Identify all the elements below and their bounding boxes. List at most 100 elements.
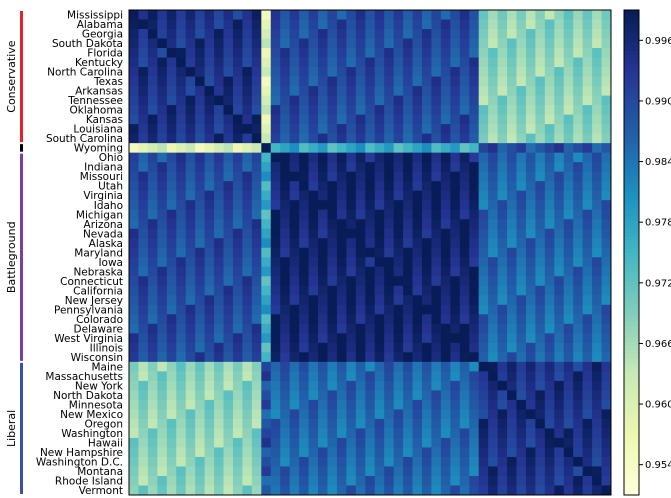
heatmap-cell (280, 390, 291, 401)
heatmap-cell (497, 428, 508, 439)
heatmap-cell (393, 171, 404, 182)
heatmap-cell (478, 437, 489, 448)
heatmap-cell (421, 390, 432, 401)
heatmap-cell (166, 399, 177, 410)
heatmap-cell (242, 285, 253, 296)
heatmap-cell (214, 200, 224, 211)
heatmap-cell (318, 190, 328, 201)
heatmap-cell (308, 475, 319, 486)
heatmap-cell (478, 67, 489, 77)
heatmap-cell (280, 257, 291, 268)
heatmap-cell (563, 304, 574, 315)
heatmap-cell (214, 48, 224, 58)
heatmap-cell (270, 304, 281, 315)
heatmap-cell (554, 143, 565, 154)
heatmap-cell (223, 257, 234, 268)
heatmap-cell (327, 38, 338, 49)
heatmap-cell (459, 333, 470, 344)
heatmap-cell (261, 190, 272, 201)
heatmap-cell (138, 190, 149, 201)
heatmap-cell (308, 390, 319, 401)
heatmap-cell (232, 276, 243, 287)
heatmap-cell (440, 304, 451, 315)
heatmap-cell (535, 390, 546, 401)
heatmap-cell (176, 10, 187, 20)
heatmap-cell (214, 409, 224, 420)
heatmap-cell (318, 428, 328, 439)
heatmap-cell (488, 238, 498, 249)
heatmap-cell (365, 114, 376, 125)
heatmap-cell (232, 105, 243, 116)
heatmap-cell (393, 380, 404, 391)
heatmap-cell (450, 67, 461, 77)
heatmap-cell (336, 371, 347, 382)
heatmap-cell (318, 48, 328, 58)
heatmap-cell (431, 143, 442, 154)
heatmap-cell (223, 447, 234, 458)
heatmap-cell (327, 114, 338, 125)
heatmap-cell (242, 57, 253, 68)
colorbar-step (624, 430, 639, 435)
heatmap-cell (393, 133, 404, 144)
heatmap-cell (384, 399, 395, 410)
heatmap-cell (431, 257, 442, 268)
heatmap-cell (403, 228, 413, 239)
heatmap-cell (318, 456, 328, 467)
heatmap-cell (516, 67, 527, 77)
heatmap-cell (554, 19, 565, 30)
heatmap-cell (308, 276, 319, 287)
heatmap-cell (176, 352, 187, 363)
heatmap-cell (195, 314, 206, 325)
heatmap-cell (147, 209, 158, 220)
heatmap-cell (421, 399, 432, 410)
heatmap-cell (270, 285, 281, 296)
heatmap-cell (440, 276, 451, 287)
heatmap-cell (601, 86, 612, 96)
heatmap-cell (573, 361, 584, 372)
heatmap-cell (440, 475, 451, 486)
heatmap-cell (497, 323, 508, 334)
heatmap-cell (592, 105, 602, 116)
heatmap-cell (431, 428, 442, 439)
heatmap-cell (232, 437, 243, 448)
heatmap-cell (147, 333, 158, 344)
heatmap-cell (601, 285, 612, 296)
heatmap-cell (440, 86, 451, 96)
colorbar-step (624, 123, 639, 128)
heatmap-cell (346, 475, 357, 486)
heatmap-cell (478, 323, 489, 334)
heatmap-cell (525, 428, 536, 439)
colorbar-step (624, 482, 639, 488)
heatmap-cell (166, 171, 177, 182)
colorbar-step (624, 434, 639, 439)
heatmap-cell (563, 200, 574, 211)
heatmap-cell (223, 238, 234, 249)
heatmap-cell (450, 352, 461, 363)
heatmap-cell (535, 228, 546, 239)
heatmap-cell (308, 38, 319, 49)
heatmap-cell (507, 162, 517, 173)
heatmap-cell (469, 428, 480, 439)
heatmap-cell (308, 209, 319, 220)
heatmap-cell (355, 10, 366, 20)
colorbar-step (624, 296, 639, 302)
heatmap-cell (308, 428, 319, 439)
heatmap-cell (195, 10, 206, 20)
heatmap-cell (365, 466, 376, 477)
heatmap-cell (232, 133, 243, 144)
heatmap-cell (592, 200, 602, 211)
heatmap-cell (308, 105, 319, 116)
heatmap-cell (214, 143, 224, 154)
colorbar-step (624, 353, 639, 359)
heatmap-cell (214, 209, 224, 220)
heatmap-cell (204, 247, 215, 258)
heatmap-cell (582, 19, 593, 30)
heatmap-cell (214, 162, 224, 173)
heatmap-cell (488, 228, 498, 239)
heatmap-cell (592, 190, 602, 201)
heatmap-cell (308, 285, 319, 296)
heatmap-cell (195, 19, 206, 30)
heatmap-cell (327, 238, 338, 249)
heatmap-cell (563, 162, 574, 173)
heatmap-cell (412, 57, 423, 68)
